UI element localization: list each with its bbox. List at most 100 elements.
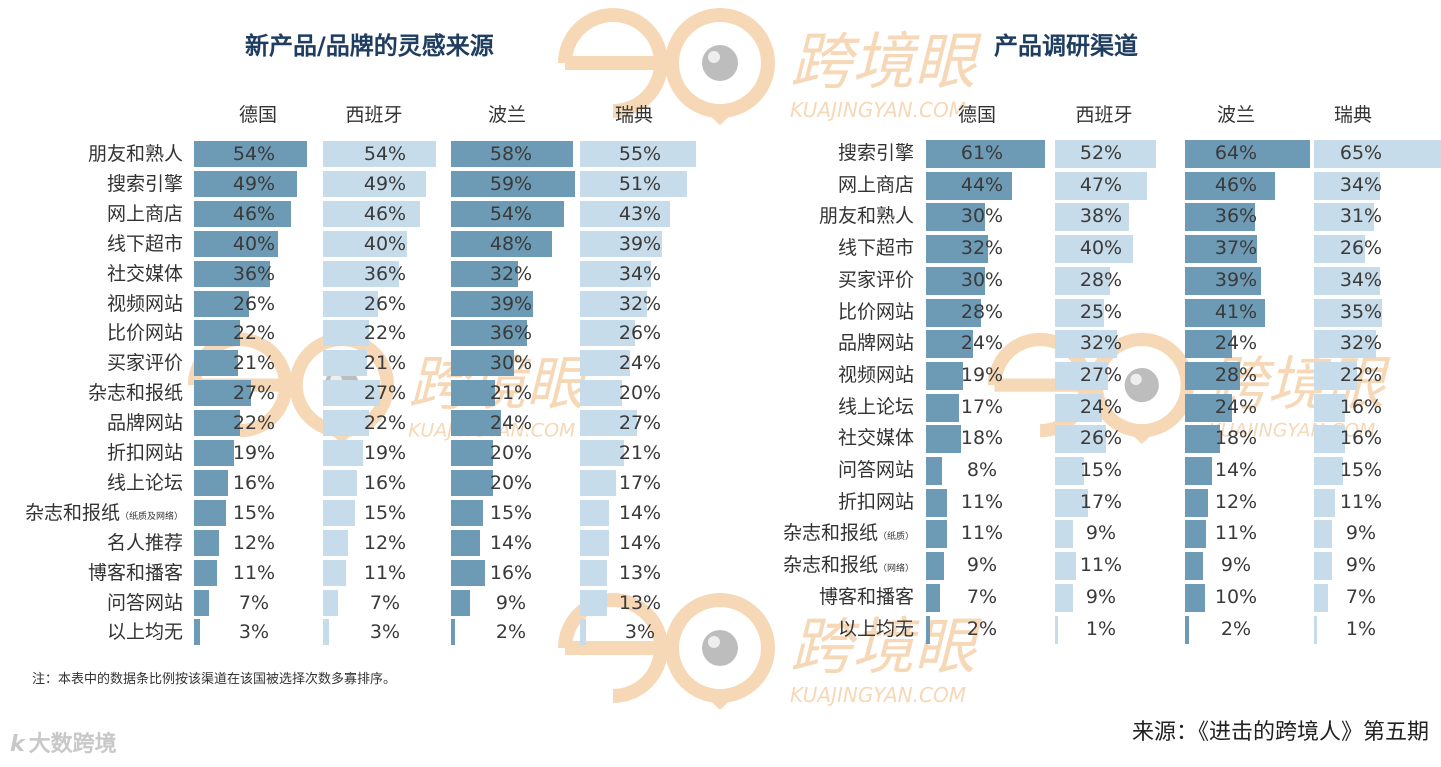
data-label: 55% [618, 143, 662, 165]
data-bar [323, 141, 437, 167]
data-label: 27% [1079, 363, 1123, 386]
data-label: 27% [618, 412, 662, 435]
data-bar [194, 380, 251, 407]
footnote: 注：本表中的数据条比例按该渠道在该国被选择次数多寡排序。 [32, 672, 397, 687]
row-label-note: （网络） [877, 564, 914, 575]
data-label: 11% [1214, 522, 1258, 545]
row-label-text: 博客和播客 [818, 585, 914, 608]
data-label: 17% [1079, 490, 1123, 513]
data-label: 2% [495, 621, 527, 644]
column-header: 波兰 [1216, 104, 1256, 126]
row-label: 杂志和报纸（纸质及网络） [25, 498, 183, 532]
data-bar [580, 230, 662, 257]
row-label: 搜索引擎 [107, 169, 183, 199]
row-label: 折扣网站 [107, 438, 183, 468]
data-bar [323, 230, 407, 257]
data-bar [926, 171, 1012, 200]
row-label-text: 杂志和报纸 [24, 501, 120, 524]
data-label: 32% [1079, 332, 1123, 355]
data-bar [323, 290, 378, 317]
data-label: 20% [618, 382, 662, 405]
data-bar [194, 230, 278, 257]
row-label: 以上均无 [107, 617, 183, 647]
data-bar [926, 457, 942, 485]
data-bar [323, 469, 357, 496]
data-bar [194, 260, 270, 287]
data-label: 16% [1339, 395, 1383, 418]
data-label: 3% [369, 621, 401, 644]
data-label: 9% [1220, 554, 1252, 577]
row-label-text: 品牌网站 [106, 412, 183, 435]
row-label-text: 视频网站 [106, 292, 183, 315]
data-bar [194, 320, 241, 347]
brand-logo-icon: k [10, 732, 25, 757]
column-header: 西班牙 [1075, 104, 1133, 126]
data-label: 49% [363, 172, 407, 195]
data-bar [1185, 425, 1221, 454]
data-label: 59% [489, 172, 533, 195]
row-label: 折扣网站 [838, 487, 914, 517]
data-label: 20% [489, 442, 533, 464]
row-label-text: 朋友和熟人 [818, 205, 914, 228]
data-label: 36% [489, 322, 533, 345]
data-label: 13% [618, 561, 662, 584]
data-bar [451, 380, 496, 407]
data-label: 14% [1214, 459, 1258, 481]
data-bar [451, 170, 575, 197]
data-bar [194, 619, 201, 646]
data-bar [194, 141, 308, 167]
data-label: 22% [232, 412, 276, 435]
row-label: 品牌网站 [838, 328, 914, 358]
row-label: 杂志和报纸（纸质） [783, 518, 914, 552]
data-label: 48% [489, 232, 533, 255]
data-bar [926, 425, 962, 454]
data-label: 17% [618, 471, 662, 494]
data-bar [1185, 583, 1205, 612]
data-bar [926, 583, 940, 612]
data-bar [323, 529, 349, 556]
data-label: 2% [1220, 617, 1252, 640]
data-bar [926, 266, 985, 295]
data-bar [1055, 203, 1130, 232]
data-label: 52% [1079, 142, 1123, 164]
data-bar [1185, 171, 1275, 200]
row-label-text: 线上论坛 [106, 471, 183, 494]
data-bar [926, 552, 944, 581]
data-bar [1055, 488, 1089, 517]
data-label: 37% [1214, 237, 1258, 260]
data-label: 24% [960, 332, 1004, 355]
row-label: 视频网站 [838, 360, 914, 390]
data-label: 21% [232, 352, 276, 375]
data-label: 21% [489, 382, 533, 405]
data-label: 15% [1079, 459, 1123, 481]
row-label-note: （纸质及网络） [119, 511, 183, 522]
data-bar [580, 499, 610, 526]
data-bar [451, 469, 493, 496]
row-label-text: 买家评价 [106, 352, 183, 375]
data-bar [1055, 425, 1106, 454]
data-bar [451, 290, 533, 317]
data-bar [580, 200, 671, 227]
data-bar [323, 619, 330, 646]
data-label: 40% [363, 232, 407, 255]
data-label: 64% [1214, 142, 1258, 164]
data-bar [194, 350, 239, 377]
data-bar [926, 298, 981, 327]
data-label: 14% [618, 531, 662, 554]
data-bar [323, 410, 370, 437]
data-bar [1055, 583, 1073, 612]
row-label-text: 以上均无 [837, 617, 914, 640]
data-label: 11% [232, 561, 276, 584]
row-label-text: 网上商店 [106, 202, 183, 225]
data-bar [323, 380, 380, 407]
row-label-text: 比价网站 [106, 322, 183, 345]
row-label-text: 折扣网站 [837, 490, 914, 513]
data-bar [1185, 361, 1240, 390]
data-label: 32% [489, 262, 533, 285]
row-label-text: 搜索引擎 [106, 172, 183, 195]
row-label: 线上论坛 [107, 468, 183, 498]
data-label: 9% [966, 554, 998, 577]
data-label: 36% [363, 262, 407, 285]
data-bar [194, 469, 228, 496]
data-label: 54% [489, 202, 533, 225]
